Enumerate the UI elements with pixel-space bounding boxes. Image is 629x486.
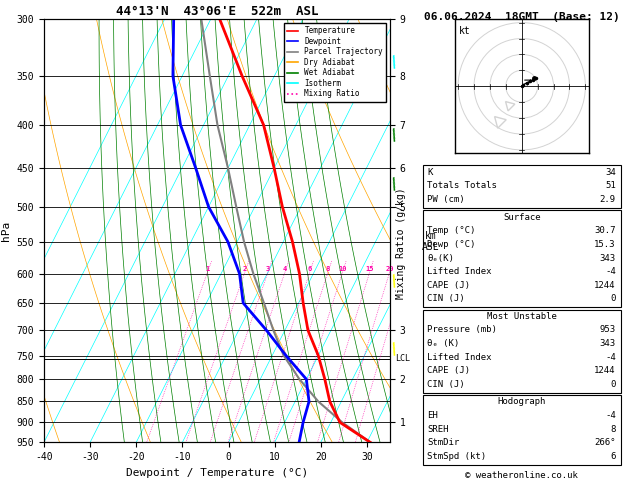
Text: Totals Totals: Totals Totals	[427, 181, 497, 190]
Text: Mixing Ratio (g/kg): Mixing Ratio (g/kg)	[396, 187, 406, 299]
Text: Lifted Index: Lifted Index	[427, 353, 492, 362]
Text: Most Unstable: Most Unstable	[487, 312, 557, 321]
Text: EH: EH	[427, 411, 438, 420]
Text: θₑ(K): θₑ(K)	[427, 254, 454, 262]
Y-axis label: km
ASL: km ASL	[422, 231, 440, 252]
Text: /: /	[390, 274, 400, 290]
Text: 0: 0	[610, 380, 616, 389]
Text: 34: 34	[605, 168, 616, 176]
Text: 8: 8	[326, 266, 330, 272]
Text: CAPE (J): CAPE (J)	[427, 281, 470, 290]
Text: StmDir: StmDir	[427, 438, 459, 447]
Text: 343: 343	[599, 254, 616, 262]
Text: 3: 3	[266, 266, 270, 272]
Text: Hodograph: Hodograph	[498, 398, 546, 406]
Text: 15: 15	[365, 266, 374, 272]
Text: Pressure (mb): Pressure (mb)	[427, 326, 497, 334]
Text: Temp (°C): Temp (°C)	[427, 226, 476, 235]
Text: Lifted Index: Lifted Index	[427, 267, 492, 276]
Text: CAPE (J): CAPE (J)	[427, 366, 470, 375]
Text: 51: 51	[605, 181, 616, 190]
Text: 953: 953	[599, 326, 616, 334]
Text: 4: 4	[283, 266, 287, 272]
Text: 1244: 1244	[594, 366, 616, 375]
Text: -4: -4	[605, 267, 616, 276]
Text: 6: 6	[308, 266, 312, 272]
Text: Surface: Surface	[503, 213, 540, 222]
Text: 8: 8	[610, 425, 616, 434]
X-axis label: Dewpoint / Temperature (°C): Dewpoint / Temperature (°C)	[126, 468, 308, 478]
Text: /: /	[390, 342, 400, 358]
Text: Dewp (°C): Dewp (°C)	[427, 240, 476, 249]
Text: StmSpd (kt): StmSpd (kt)	[427, 452, 486, 461]
Text: -4: -4	[605, 353, 616, 362]
Text: CIN (J): CIN (J)	[427, 380, 465, 389]
Text: 15.3: 15.3	[594, 240, 616, 249]
Text: -4: -4	[605, 411, 616, 420]
Text: 20: 20	[386, 266, 394, 272]
Text: 2: 2	[243, 266, 247, 272]
Title: 44°13'N  43°06'E  522m  ASL: 44°13'N 43°06'E 522m ASL	[116, 5, 318, 18]
Text: /: /	[390, 128, 400, 144]
Text: 30.7: 30.7	[594, 226, 616, 235]
Text: 6: 6	[610, 452, 616, 461]
Text: 266°: 266°	[594, 438, 616, 447]
Legend: Temperature, Dewpoint, Parcel Trajectory, Dry Adiabat, Wet Adiabat, Isotherm, Mi: Temperature, Dewpoint, Parcel Trajectory…	[284, 23, 386, 102]
Y-axis label: hPa: hPa	[1, 221, 11, 241]
Text: PW (cm): PW (cm)	[427, 195, 465, 204]
Text: K: K	[427, 168, 433, 176]
Text: 06.06.2024  18GMT  (Base: 12): 06.06.2024 18GMT (Base: 12)	[424, 12, 620, 22]
Text: θₑ (K): θₑ (K)	[427, 339, 459, 348]
Text: /: /	[390, 177, 400, 192]
Text: 343: 343	[599, 339, 616, 348]
Text: kt: kt	[459, 26, 470, 36]
Text: CIN (J): CIN (J)	[427, 295, 465, 303]
Text: 1: 1	[206, 266, 210, 272]
Text: SREH: SREH	[427, 425, 448, 434]
Text: 2.9: 2.9	[599, 195, 616, 204]
Text: 10: 10	[338, 266, 347, 272]
Text: /: /	[390, 55, 400, 71]
Text: 0: 0	[610, 295, 616, 303]
Text: © weatheronline.co.uk: © weatheronline.co.uk	[465, 471, 578, 480]
Text: LCL: LCL	[396, 354, 411, 364]
Text: 1244: 1244	[594, 281, 616, 290]
